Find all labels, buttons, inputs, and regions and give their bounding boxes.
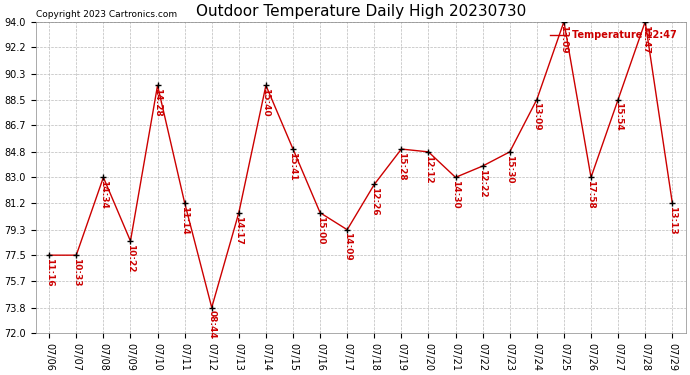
Text: 15:54: 15:54 <box>613 102 622 131</box>
Legend: Temperature 12:47: Temperature 12:47 <box>546 27 681 44</box>
Text: 15:40: 15:40 <box>262 88 270 117</box>
Text: 11:14: 11:14 <box>180 206 189 234</box>
Text: 14:17: 14:17 <box>235 216 244 244</box>
Text: 12:26: 12:26 <box>370 187 379 216</box>
Text: 12:22: 12:22 <box>478 169 487 198</box>
Text: 15:30: 15:30 <box>505 154 514 183</box>
Text: 15:00: 15:00 <box>315 216 324 244</box>
Text: 13:09: 13:09 <box>560 24 569 53</box>
Text: 14:30: 14:30 <box>451 180 460 209</box>
Text: 13:09: 13:09 <box>532 102 542 131</box>
Text: Copyright 2023 Cartronics.com: Copyright 2023 Cartronics.com <box>36 10 177 19</box>
Text: 13:13: 13:13 <box>668 206 677 234</box>
Text: 14:09: 14:09 <box>343 232 352 261</box>
Text: 17:58: 17:58 <box>586 180 595 209</box>
Text: 14:34: 14:34 <box>99 180 108 209</box>
Title: Outdoor Temperature Daily High 20230730: Outdoor Temperature Daily High 20230730 <box>195 4 526 19</box>
Text: 14:28: 14:28 <box>153 88 162 117</box>
Text: 08:44: 08:44 <box>207 310 216 339</box>
Text: 10:22: 10:22 <box>126 244 135 272</box>
Text: 11:16: 11:16 <box>45 258 54 286</box>
Text: 12:47: 12:47 <box>641 24 650 53</box>
Text: 15:28: 15:28 <box>397 152 406 180</box>
Text: 15:41: 15:41 <box>288 152 297 181</box>
Text: 10:33: 10:33 <box>72 258 81 286</box>
Text: 12:12: 12:12 <box>424 154 433 183</box>
